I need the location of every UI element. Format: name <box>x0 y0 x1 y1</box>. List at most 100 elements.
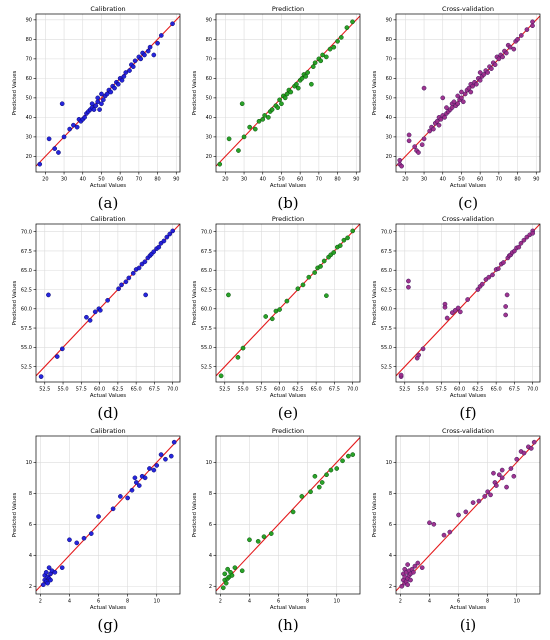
data-point <box>81 535 87 541</box>
data-point <box>327 46 333 52</box>
data-point <box>100 97 106 103</box>
data-points <box>37 21 175 167</box>
data-point <box>338 35 344 40</box>
y-tick-label: 62.5 <box>21 287 32 293</box>
y-tick-label: 65.0 <box>21 268 32 274</box>
y-axis-label: Predicted Values <box>372 492 378 537</box>
data-point <box>123 70 129 75</box>
data-point <box>82 115 87 120</box>
data-point <box>108 89 114 95</box>
data-point <box>479 281 485 287</box>
y-tick-label: 70 <box>26 57 32 63</box>
y-tick-label: 6 <box>389 522 392 528</box>
data-point <box>457 309 463 315</box>
x-tick-label: 65.0 <box>491 387 502 393</box>
y-tick-label: 52.5 <box>21 364 32 370</box>
y-tick-label: 20 <box>26 154 32 160</box>
data-point <box>87 317 93 323</box>
data-point <box>350 228 356 234</box>
data-point <box>406 284 411 290</box>
data-point <box>223 580 229 586</box>
data-point <box>95 95 101 101</box>
data-point <box>463 509 469 515</box>
data-point <box>324 472 329 478</box>
data-point <box>52 146 58 151</box>
chart-title: Cross-validation <box>442 5 494 13</box>
x-tick-label: 40 <box>80 177 86 183</box>
data-point <box>116 286 121 292</box>
y-tick-label: 52.5 <box>381 364 392 370</box>
y-tick-label: 62.5 <box>381 287 392 293</box>
y-axis-label: Predicted Values <box>12 280 18 325</box>
scatter-plot-h: 2 4 6 8 10 2 4 6 8 10 Prediction Actual Values Predi… <box>192 427 361 634</box>
y-tick-label: 70 <box>206 57 212 63</box>
data-point <box>290 509 296 515</box>
data-point <box>474 81 479 87</box>
data-point <box>486 274 492 280</box>
data-point <box>518 33 524 38</box>
data-point <box>405 582 410 588</box>
x-tick-label: 55.0 <box>237 387 248 393</box>
data-point <box>408 577 413 583</box>
data-point <box>129 487 135 493</box>
y-tick-label: 70.0 <box>201 230 212 236</box>
data-point <box>499 475 505 481</box>
data-points <box>398 228 536 379</box>
data-point <box>456 512 461 518</box>
x-tick-label: 70 <box>496 177 502 183</box>
data-point <box>38 374 44 379</box>
data-point <box>340 458 345 464</box>
data-point <box>130 270 136 276</box>
panel-label: (g) <box>97 616 118 634</box>
data-point <box>88 531 94 536</box>
data-point <box>477 77 483 83</box>
data-point <box>521 450 527 456</box>
data-point <box>319 480 325 485</box>
data-point <box>530 19 535 25</box>
data-point <box>59 101 65 107</box>
y-tick-label: 10 <box>26 460 32 466</box>
data-point <box>105 297 110 303</box>
data-point <box>59 346 65 352</box>
y-tick-label: 70 <box>386 57 392 63</box>
data-point <box>99 101 104 107</box>
x-tick-label: 57.5 <box>76 387 87 393</box>
y-tick-label: 70.0 <box>21 230 32 236</box>
data-point <box>279 101 284 107</box>
x-tick-label: 30 <box>421 177 427 183</box>
plot-frame <box>215 13 361 173</box>
x-tick-label: 90 <box>533 177 539 183</box>
data-points <box>38 228 176 379</box>
x-axis-label: Actual Values <box>450 393 486 399</box>
data-point <box>324 293 329 299</box>
y-tick-label: 55.0 <box>201 345 212 351</box>
data-point <box>412 563 418 569</box>
data-point <box>455 101 461 107</box>
data-point <box>451 99 457 105</box>
data-point <box>501 260 506 265</box>
data-point <box>495 266 501 272</box>
data-point <box>490 272 495 278</box>
grid <box>396 224 540 382</box>
data-point <box>288 89 294 95</box>
scatter-plot-g: 2 4 6 8 10 2 4 6 8 10 Calibration Actual Values Pred… <box>12 427 181 634</box>
data-point <box>459 95 464 101</box>
y-tick-label: 6 <box>29 522 32 528</box>
data-point <box>341 237 347 243</box>
data-point <box>132 475 138 481</box>
data-point <box>444 315 450 321</box>
data-point <box>151 249 157 255</box>
data-point <box>442 115 447 120</box>
data-point <box>256 118 262 124</box>
y-tick-label: 50 <box>26 96 32 102</box>
x-tick-label: 55.0 <box>417 387 428 393</box>
data-point <box>147 44 153 50</box>
chart-title: Calibration <box>90 5 125 13</box>
y-tick-label: 55.0 <box>21 345 32 351</box>
x-tick-label: 30 <box>241 177 247 183</box>
data-point <box>530 230 536 236</box>
data-point <box>482 494 488 499</box>
y-axis-label: Predicted Values <box>12 70 18 115</box>
data-points <box>218 228 356 379</box>
